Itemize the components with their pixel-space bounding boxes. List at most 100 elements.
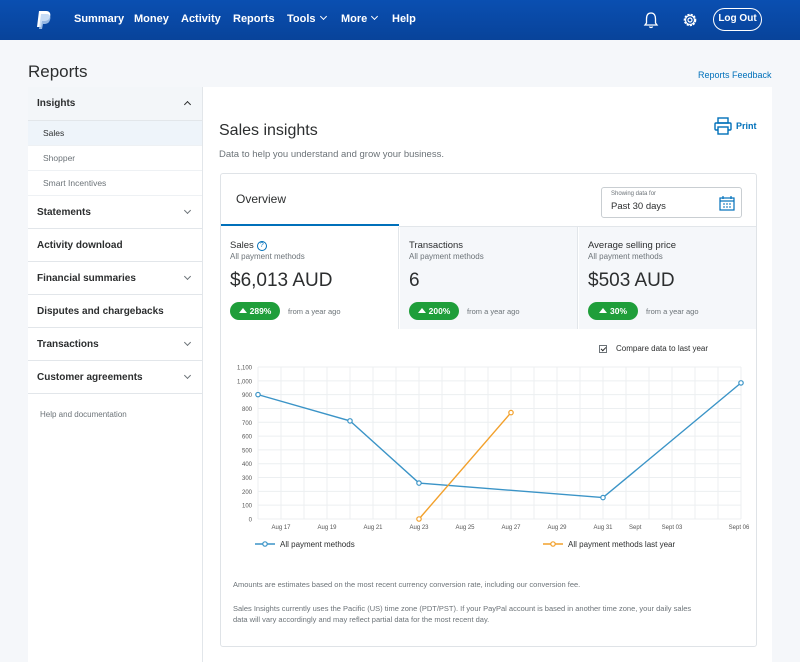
chevron-down-icon (183, 206, 192, 215)
data-point (508, 409, 514, 416)
sidebar-item-label: Financial summaries (37, 273, 136, 284)
sidebar-subitem-smart-incentives[interactable]: Smart Incentives (28, 171, 202, 196)
y-tick-label: 200 (242, 490, 253, 496)
y-tick-label: 800 (242, 407, 253, 413)
sidebar-item-insights[interactable]: Insights (28, 87, 202, 121)
nav-summary[interactable]: Summary (74, 13, 125, 25)
metric-subtitle: All payment methods (230, 252, 305, 261)
y-tick-label: 500 (242, 448, 253, 454)
sidebar-item-label: Disputes and chargebacks (37, 306, 164, 317)
change-caption: from a year ago (288, 307, 341, 316)
chevron-down-icon (319, 12, 327, 21)
y-tick-label: 300 (242, 476, 253, 482)
nav-reports[interactable]: Reports (233, 13, 275, 25)
sidebar-subitem-sales[interactable]: Sales (28, 121, 202, 146)
printer-icon (714, 117, 732, 135)
metric-value: 6 (409, 270, 420, 291)
change-caption: from a year ago (467, 307, 520, 316)
x-tick-label: Aug 17 (271, 525, 291, 531)
sidebar-subitem-shopper[interactable]: Shopper (28, 146, 202, 171)
data-point (347, 418, 353, 424)
date-range-value: Past 30 days (611, 201, 666, 212)
sidebar-item-label: Insights (37, 98, 76, 109)
sidebar-subitem-label: Shopper (43, 153, 76, 163)
data-point (600, 494, 606, 501)
sidebar-subitem-label: Smart Incentives (43, 178, 107, 188)
metric-value: $6,013 AUD (230, 270, 333, 291)
y-tick-label: 700 (242, 421, 253, 427)
reports-feedback-link[interactable]: Reports Feedback (698, 70, 772, 80)
sales-insights-subtitle: Data to help you understand and grow you… (219, 149, 444, 160)
y-tick-label: 900 (242, 393, 253, 399)
chevron-up-icon (183, 100, 192, 109)
x-tick-label: Aug 19 (317, 525, 337, 531)
gear-icon[interactable] (681, 11, 699, 29)
metric-transactions[interactable]: Transactions All payment methods 6 200% … (400, 227, 578, 329)
sidebar-item-transactions[interactable]: Transactions (28, 328, 202, 361)
x-tick-label: Sept 06 (729, 525, 750, 531)
sidebar-item-financial-summaries[interactable]: Financial summaries (28, 262, 202, 295)
y-tick-label: 600 (242, 435, 253, 441)
metric-sales[interactable]: Sales? All payment methods $6,013 AUD 28… (221, 227, 399, 329)
arrow-up-icon (238, 308, 247, 313)
metric-title-text: Sales (230, 240, 254, 251)
help-documentation-link[interactable]: Help and documentation (40, 410, 127, 419)
change-badge: 200% (409, 302, 459, 320)
sidebar-item-label: Statements (37, 207, 91, 218)
sidebar-item-activity-download[interactable]: Activity download (28, 229, 202, 262)
sidebar-item-disputes[interactable]: Disputes and chargebacks (28, 295, 202, 328)
checkbox-checked-icon[interactable] (599, 344, 607, 353)
series-line (418, 412, 512, 520)
metric-title: Average selling price (588, 240, 677, 251)
y-tick-label: 1,000 (237, 379, 253, 385)
legend-label: All payment methods last year (568, 540, 675, 549)
x-tick-label: Sept (629, 525, 642, 531)
compare-checkbox[interactable]: Compare data to last year (599, 344, 708, 353)
nav-more[interactable]: More (341, 12, 379, 25)
sidebar-item-statements[interactable]: Statements (28, 196, 202, 229)
arrow-up-icon (598, 308, 607, 313)
help-icon[interactable]: ? (256, 240, 267, 251)
change-value: 200% (428, 306, 451, 316)
metric-value: $503 AUD (588, 270, 675, 291)
change-caption: from a year ago (646, 307, 699, 316)
chevron-down-icon (183, 338, 192, 347)
sidebar-subitem-label: Sales (43, 128, 65, 138)
legend-marker (262, 541, 268, 547)
sidebar-item-label: Customer agreements (37, 372, 143, 383)
logout-button[interactable]: Log Out (713, 8, 762, 31)
sidebar: Insights Sales Shopper Smart Incentives … (28, 87, 203, 662)
change-value: 289% (249, 306, 272, 316)
y-tick-label: 100 (242, 504, 253, 510)
page-title: Reports (28, 62, 88, 81)
print-label: Print (736, 121, 757, 131)
tab-overview-label: Overview (236, 192, 287, 206)
calendar-icon (719, 196, 735, 211)
x-tick-label: Aug 21 (363, 525, 383, 531)
date-range-select[interactable]: Showing data for Past 30 days (601, 187, 742, 218)
tab-overview[interactable]: Overview (221, 174, 399, 226)
paypal-logo-icon[interactable] (36, 10, 52, 30)
nav-money[interactable]: Money (134, 13, 169, 25)
conversion-note: Amounts are estimates based on the most … (233, 580, 581, 589)
data-point (416, 516, 422, 522)
change-badge: 289% (230, 302, 280, 320)
nav-tools[interactable]: Tools (287, 12, 327, 25)
nav-tools-label: Tools (287, 13, 316, 25)
metric-title: Transactions (409, 240, 464, 251)
metric-average-price[interactable]: Average selling price All payment method… (579, 227, 756, 329)
nav-help[interactable]: Help (392, 13, 416, 25)
series-line (257, 382, 742, 499)
sales-line-chart: 0 100 200 300 400 500 600 700 800 900 1,000 1,100 Au… (237, 366, 750, 550)
y-tick-label: 1,100 (237, 366, 253, 372)
nav-activity[interactable]: Activity (181, 13, 221, 25)
chevron-down-icon (183, 371, 192, 380)
timezone-note: Sales Insights currently uses the Pacifi… (233, 604, 692, 624)
metric-subtitle: All payment methods (588, 252, 663, 261)
chevron-down-icon (371, 12, 379, 21)
print-button[interactable]: Print (713, 116, 757, 136)
bell-icon[interactable] (643, 11, 659, 29)
y-tick-label: 400 (242, 462, 253, 468)
x-tick-label: Aug 25 (455, 525, 475, 531)
sidebar-item-customer-agreements[interactable]: Customer agreements (28, 361, 202, 394)
